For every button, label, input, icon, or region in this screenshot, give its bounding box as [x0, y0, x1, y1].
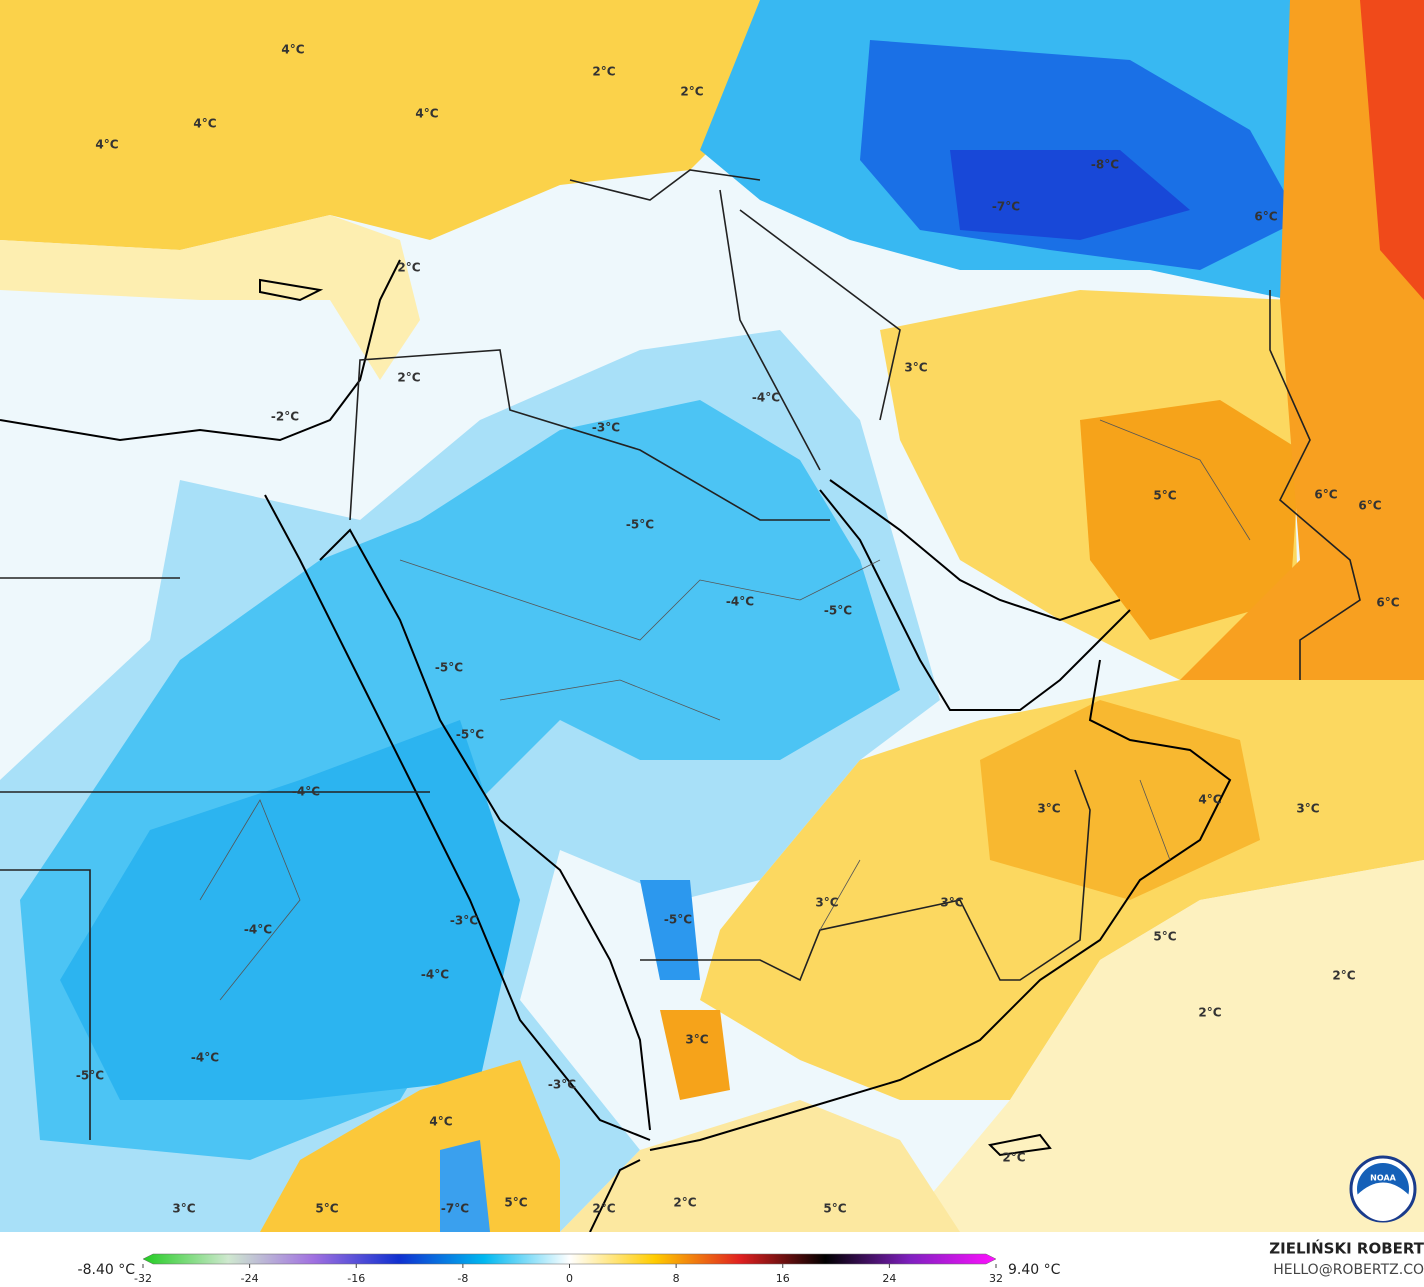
- temperature-label: 2°C: [592, 1202, 615, 1216]
- temperature-label: 2°C: [680, 85, 703, 99]
- temperature-label: 6°C: [1358, 499, 1381, 513]
- temperature-label: -5°C: [456, 728, 484, 742]
- colorbar-tick-label: -16: [347, 1272, 365, 1285]
- colorbar-tick-label: 16: [776, 1272, 790, 1285]
- colorbar-tick-label: -32: [134, 1272, 152, 1285]
- temperature-label: 5°C: [823, 1202, 846, 1216]
- temperature-label: 4°C: [95, 138, 118, 152]
- temperature-label: 3°C: [1037, 802, 1060, 816]
- temperature-label: -5°C: [664, 913, 692, 927]
- temperature-label: 3°C: [685, 1033, 708, 1047]
- colorbar-tick-label: -24: [241, 1272, 259, 1285]
- colorbar-tick-label: -8: [457, 1272, 468, 1285]
- temperature-label: 3°C: [940, 896, 963, 910]
- temperature-label: -8°C: [1091, 158, 1119, 172]
- temperature-label: 5°C: [1153, 930, 1176, 944]
- temperature-label: 2°C: [397, 371, 420, 385]
- temperature-label: -4°C: [421, 968, 449, 982]
- temperature-label: 6°C: [1376, 596, 1399, 610]
- temperature-label: 4°C: [429, 1115, 452, 1129]
- temperature-label: 3°C: [172, 1202, 195, 1216]
- temperature-label: -5°C: [76, 1069, 104, 1083]
- temperature-label: 5°C: [1153, 489, 1176, 503]
- temperature-label: 3°C: [815, 896, 838, 910]
- temperature-label: -3°C: [450, 914, 478, 928]
- temperature-label: -2°C: [271, 410, 299, 424]
- map: [0, 0, 1424, 1232]
- colorbar: [142, 1253, 997, 1265]
- colorbar-min: -8.40 °C: [78, 1262, 136, 1278]
- temperature-label: 3°C: [1296, 802, 1319, 816]
- temperature-label: 5°C: [504, 1196, 527, 1210]
- temperature-label: 2°C: [397, 261, 420, 275]
- temperature-label: -3°C: [592, 421, 620, 435]
- credit-contact: HELLO@ROBERTZ.CO: [1273, 1262, 1424, 1278]
- temperature-label: 6°C: [1314, 488, 1337, 502]
- temperature-label: 4°C: [415, 107, 438, 121]
- temperature-label: -7°C: [992, 200, 1020, 214]
- colorbar-tick-label: 0: [566, 1272, 573, 1285]
- temperature-label: 4°C: [281, 43, 304, 57]
- temperature-label: 2°C: [1198, 1006, 1221, 1020]
- temperature-label: 2°C: [592, 65, 615, 79]
- temperature-label: -4°C: [726, 595, 754, 609]
- colorbar-max: 9.40 °C: [1008, 1262, 1061, 1278]
- temperature-label: 2°C: [1002, 1151, 1025, 1165]
- temperature-label: -5°C: [626, 518, 654, 532]
- temperature-label: 2°C: [1332, 969, 1355, 983]
- temperature-label: 4°C: [193, 117, 216, 131]
- noaa-logo: NOAA: [1349, 1155, 1417, 1223]
- temperature-label: -4°C: [244, 923, 272, 937]
- map-labels: 4°C 2°C 2°C 4°C 4°C 4°C -8°C -7°C 6°C 2°C 3°C 2°C -4…: [76, 43, 1400, 1216]
- temperature-label: -7°C: [441, 1202, 469, 1216]
- credit-name: ZIELIŃSKI ROBERT: [1269, 1239, 1424, 1258]
- temperature-label: -4°C: [292, 785, 320, 799]
- temperature-label: 6°C: [1254, 210, 1277, 224]
- temperature-label: 2°C: [673, 1196, 696, 1210]
- temperature-label: -5°C: [435, 661, 463, 675]
- temperature-label: -5°C: [824, 604, 852, 618]
- temperature-label: 5°C: [315, 1202, 338, 1216]
- colorbar-tick-label: 8: [673, 1272, 680, 1285]
- temperature-label: 3°C: [904, 361, 927, 375]
- temperature-label: 4°C: [1198, 793, 1221, 807]
- temperature-label: -3°C: [548, 1078, 576, 1092]
- colorbar-tick-label: 32: [989, 1272, 1003, 1285]
- logo-text: NOAA: [1370, 1174, 1396, 1183]
- temperature-label: -4°C: [191, 1051, 219, 1065]
- colorbar-tick-label: 24: [882, 1272, 896, 1285]
- temperature-label: -4°C: [752, 391, 780, 405]
